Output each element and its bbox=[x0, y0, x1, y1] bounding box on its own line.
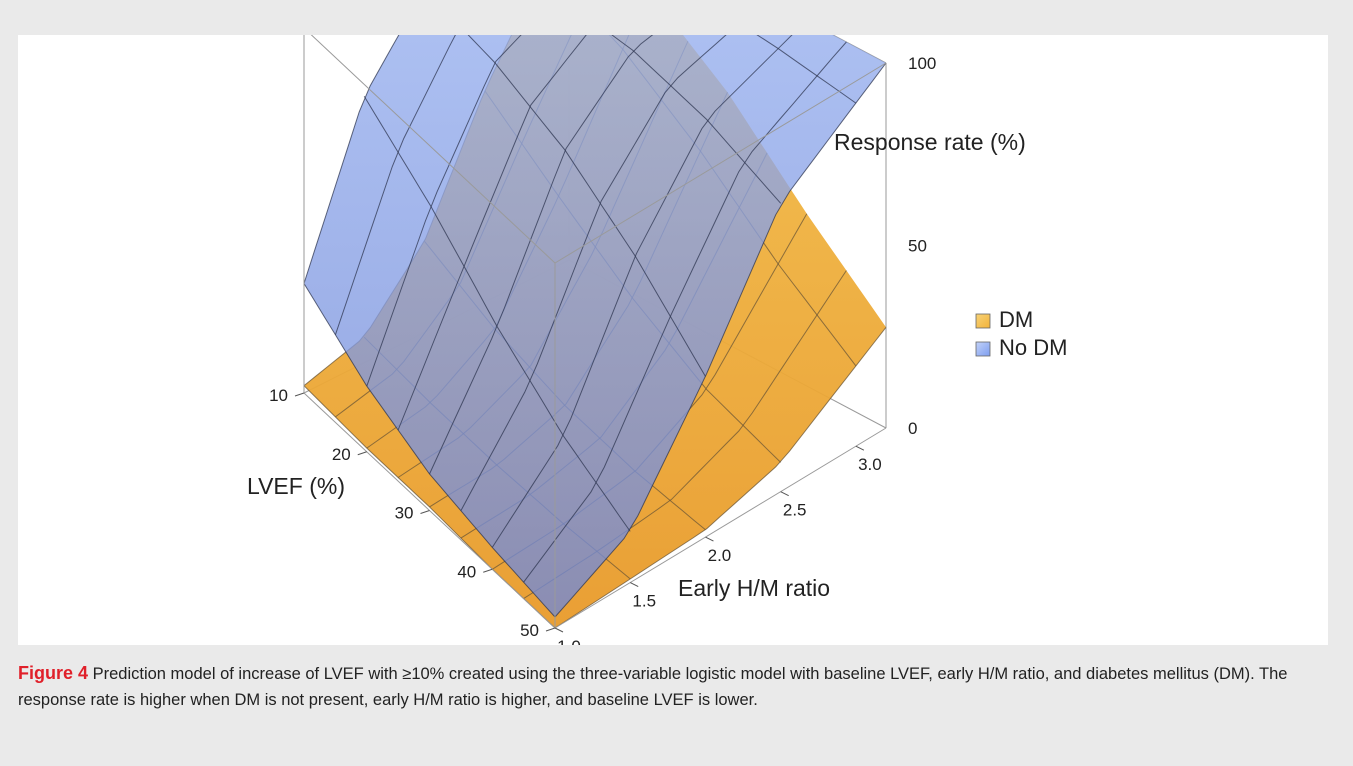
legend-label-no-dm: No DM bbox=[999, 335, 1067, 360]
y-axis-label: Early H/M ratio bbox=[678, 575, 830, 601]
mesh-line bbox=[554, 326, 887, 629]
x-tick-label: 40 bbox=[457, 562, 476, 581]
z-axis-label: Response rate (%) bbox=[834, 129, 1026, 155]
x-tick-label: 20 bbox=[332, 445, 351, 464]
mesh-line bbox=[491, 35, 793, 548]
legend-label-dm: DM bbox=[999, 307, 1033, 332]
z-tick-label: 50 bbox=[908, 237, 927, 256]
surface-no-dm bbox=[304, 35, 886, 617]
mesh-line bbox=[429, 35, 654, 475]
y-tick-label: 1.0 bbox=[557, 637, 581, 645]
caption-text: Prediction model of increase of LVEF wit… bbox=[18, 665, 1288, 709]
tick-mark bbox=[705, 536, 714, 542]
mesh-line bbox=[303, 35, 400, 284]
mesh-line bbox=[460, 35, 727, 511]
tick-mark bbox=[420, 510, 430, 514]
y-tick-label: 2.5 bbox=[783, 501, 807, 520]
y-tick-label: 3.0 bbox=[858, 455, 882, 474]
mesh-line bbox=[523, 41, 847, 583]
mesh-line bbox=[366, 35, 522, 387]
x-axis-label: LVEF (%) bbox=[247, 473, 345, 499]
x-tick-label: 10 bbox=[269, 386, 288, 405]
tick-mark bbox=[357, 451, 367, 456]
mesh-line bbox=[467, 35, 706, 377]
box-edge bbox=[554, 427, 887, 629]
mesh-line bbox=[554, 62, 887, 618]
mesh-line bbox=[334, 35, 456, 335]
tick-mark bbox=[855, 445, 865, 451]
mesh-line bbox=[303, 283, 556, 618]
figure-caption: Figure 4 Prediction model of increase of… bbox=[18, 660, 1333, 713]
caption-label: Figure 4 bbox=[18, 663, 89, 683]
tick-mark bbox=[554, 627, 564, 633]
box-edge bbox=[310, 35, 556, 264]
mesh-line bbox=[363, 96, 631, 532]
y-tick-label: 1.5 bbox=[632, 592, 656, 611]
y-tick-label: 2.0 bbox=[708, 546, 732, 565]
surface-plot: 10 20 30 40 50 1.0 1.5 2.0 2.5 3.0 0 50 100 LVEF (%)… bbox=[247, 35, 1067, 645]
box-edge bbox=[554, 62, 887, 264]
chart-panel: 10 20 30 40 50 1.0 1.5 2.0 2.5 3.0 0 50 100 LVEF (%)… bbox=[18, 35, 1328, 645]
z-tick-label: 100 bbox=[908, 54, 936, 73]
x-tick-label: 30 bbox=[395, 504, 414, 523]
x-tick-label: 50 bbox=[520, 621, 539, 640]
z-tick-label: 0 bbox=[908, 419, 917, 438]
tick-mark bbox=[780, 491, 789, 497]
legend-swatch-dm bbox=[975, 313, 991, 329]
tick-mark bbox=[545, 627, 556, 632]
tick-mark bbox=[294, 392, 305, 397]
legend-swatch-no-dm bbox=[975, 341, 991, 357]
mesh-line bbox=[397, 35, 587, 431]
mesh-line bbox=[756, 35, 857, 104]
tick-mark bbox=[483, 568, 493, 573]
mesh-line bbox=[611, 35, 782, 204]
tick-mark bbox=[630, 582, 639, 587]
